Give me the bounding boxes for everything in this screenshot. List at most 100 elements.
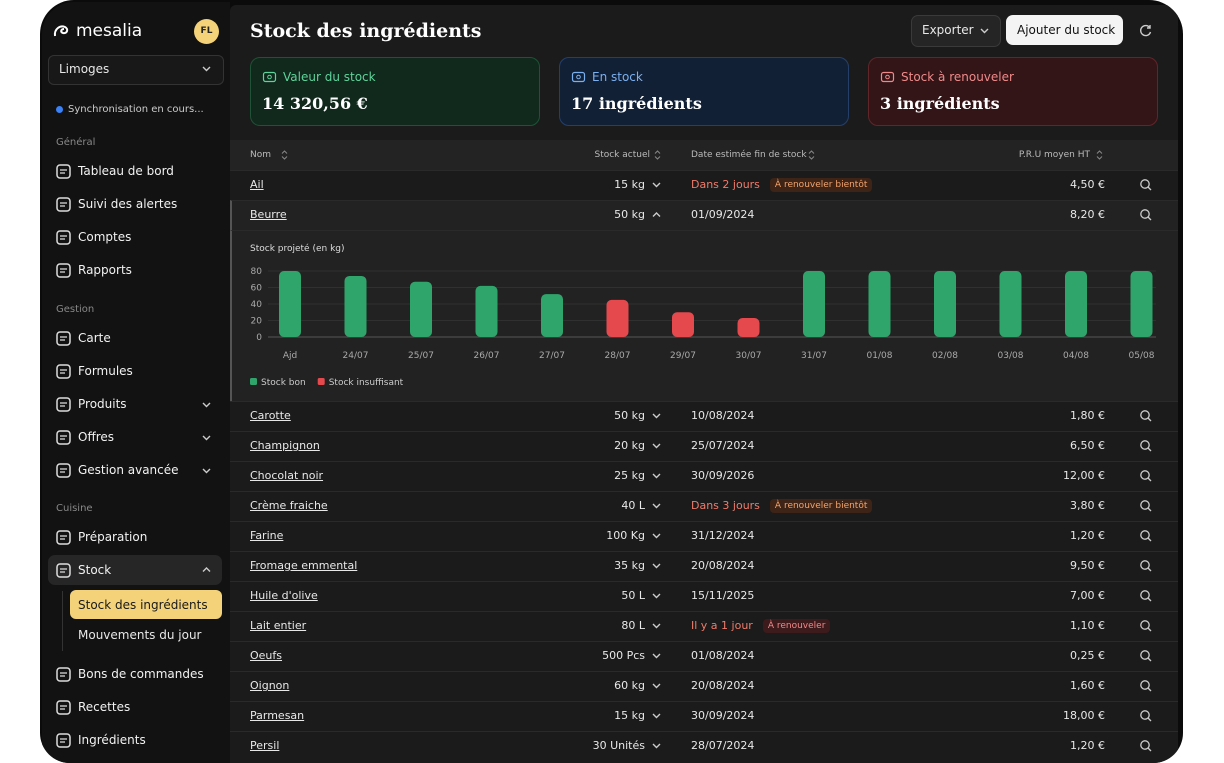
- nav-item[interactable]: Préparation: [78, 529, 147, 545]
- nav-icon-part: [60, 536, 67, 539]
- ingredient-name[interactable]: Carotte: [250, 408, 291, 424]
- nav-icon-part: [57, 365, 70, 378]
- status-badge: À renouveler bientôt: [770, 499, 872, 513]
- stock-chevron[interactable]: [652, 212, 661, 218]
- search-icon[interactable]: [1140, 530, 1152, 542]
- nav-item[interactable]: Tableau de bord: [78, 163, 174, 179]
- search-icon[interactable]: [1140, 680, 1152, 692]
- ingredient-name[interactable]: Parmesan: [250, 708, 304, 724]
- search-icon[interactable]: [1140, 179, 1152, 191]
- avatar[interactable]: FL: [194, 19, 219, 44]
- nav-item[interactable]: Gestion avancée: [78, 462, 179, 478]
- card-label: Valeur du stock: [283, 69, 376, 85]
- bar: [803, 271, 825, 337]
- sort-icon[interactable]: [808, 150, 815, 160]
- nav-item[interactable]: Stock: [78, 562, 111, 578]
- legend-label: Stock insuffisant: [329, 378, 404, 388]
- stock-chevron[interactable]: [652, 593, 661, 599]
- column-header[interactable]: Nom: [250, 147, 271, 163]
- sub-item[interactable]: Stock des ingrédients: [78, 597, 208, 613]
- card-icon-part: [268, 75, 272, 79]
- search-icon[interactable]: [1140, 590, 1152, 602]
- search-icon[interactable]: [1140, 740, 1152, 752]
- stock-chevron[interactable]: [652, 413, 661, 419]
- card-icon-part: [882, 73, 894, 82]
- bar: [869, 271, 891, 337]
- nav-icon-part: [60, 203, 67, 206]
- search-icon[interactable]: [1140, 440, 1152, 452]
- nav-item[interactable]: Bons de commandes: [78, 666, 204, 682]
- stock-chevron[interactable]: [652, 503, 661, 509]
- stock-chevron[interactable]: [652, 683, 661, 689]
- search-icon[interactable]: [1140, 470, 1152, 482]
- refresh-icon[interactable]: [1140, 24, 1152, 36]
- stock-value: 30 Unités: [593, 738, 645, 754]
- ingredient-name[interactable]: Farine: [250, 528, 283, 544]
- sync-dot: [56, 106, 63, 113]
- ingredient-name[interactable]: Fromage emmental: [250, 558, 357, 574]
- nav-icon: [56, 733, 71, 748]
- stock-chevron[interactable]: [652, 653, 661, 659]
- ingredient-name[interactable]: Beurre: [250, 207, 287, 223]
- stock-chevron[interactable]: [652, 182, 661, 188]
- search-icon-part: [1148, 508, 1151, 511]
- nav-item[interactable]: Ingrédients: [78, 732, 146, 748]
- sub-item[interactable]: Mouvements du jour: [78, 627, 202, 643]
- ingredient-name[interactable]: Persil: [250, 738, 279, 754]
- stock-chevron[interactable]: [652, 563, 661, 569]
- search-icon[interactable]: [1140, 209, 1152, 221]
- price: 3,80 €: [1070, 498, 1105, 514]
- stock-chevron[interactable]: [652, 743, 661, 749]
- x-tick-label: 27/07: [539, 351, 565, 361]
- price: 1,10 €: [1070, 618, 1105, 634]
- x-tick-label: 25/07: [408, 351, 434, 361]
- nav-item[interactable]: Formules: [78, 363, 133, 379]
- nav-item[interactable]: Rapports: [78, 262, 132, 278]
- ingredient-name[interactable]: Lait entier: [250, 618, 306, 634]
- stock-chevron[interactable]: [652, 473, 661, 479]
- sort-icon[interactable]: [654, 150, 661, 160]
- nav-item[interactable]: Produits: [78, 396, 127, 412]
- stock-chevron[interactable]: [652, 623, 661, 629]
- stock-chevron-part: [653, 654, 660, 658]
- status-badge: À renouveler: [763, 619, 831, 633]
- y-tick-label: 80: [251, 267, 263, 277]
- sort-icon[interactable]: [1096, 150, 1103, 160]
- ingredient-name[interactable]: Oignon: [250, 678, 289, 694]
- ingredient-name[interactable]: Huile d'olive: [250, 588, 318, 604]
- price: 7,00 €: [1070, 588, 1105, 604]
- card-icon: [572, 71, 585, 83]
- sort-icon[interactable]: [281, 150, 288, 160]
- nav-active-bg: [48, 555, 222, 585]
- sync-status: Synchronisation en cours...: [68, 102, 204, 118]
- search-icon[interactable]: [1140, 710, 1152, 722]
- stock-chevron[interactable]: [652, 443, 661, 449]
- bar: [607, 300, 629, 337]
- search-icon-part: [1148, 217, 1151, 220]
- search-icon[interactable]: [1140, 500, 1152, 512]
- search-icon[interactable]: [1140, 410, 1152, 422]
- ingredient-name[interactable]: Chocolat noir: [250, 468, 323, 484]
- end-date: Dans 2 jours: [691, 177, 760, 193]
- nav-item[interactable]: Carte: [78, 330, 111, 346]
- search-icon-part: [1148, 418, 1151, 421]
- stock-chevron[interactable]: [652, 533, 661, 539]
- nav-item[interactable]: Comptes: [78, 229, 131, 245]
- ingredient-name[interactable]: Champignon: [250, 438, 320, 454]
- search-icon[interactable]: [1140, 560, 1152, 572]
- stock-value: 80 L: [621, 618, 645, 634]
- stock-chevron-part: [653, 564, 660, 568]
- search-icon-part: [1141, 210, 1149, 218]
- ingredient-name[interactable]: Ail: [250, 177, 264, 193]
- nav-item[interactable]: Suivi des alertes: [78, 196, 177, 212]
- nav-item[interactable]: Recettes: [78, 699, 130, 715]
- column-header[interactable]: Date estimée fin de stock: [691, 147, 807, 163]
- ingredient-name[interactable]: Oeufs: [250, 648, 282, 664]
- y-tick-label: 20: [251, 317, 263, 327]
- ingredient-name[interactable]: Crème fraiche: [250, 498, 328, 514]
- nav-item[interactable]: Offres: [78, 429, 114, 445]
- search-icon[interactable]: [1140, 650, 1152, 662]
- stock-chevron[interactable]: [652, 713, 661, 719]
- search-icon[interactable]: [1140, 620, 1152, 632]
- section-title: Cuisine: [56, 501, 93, 517]
